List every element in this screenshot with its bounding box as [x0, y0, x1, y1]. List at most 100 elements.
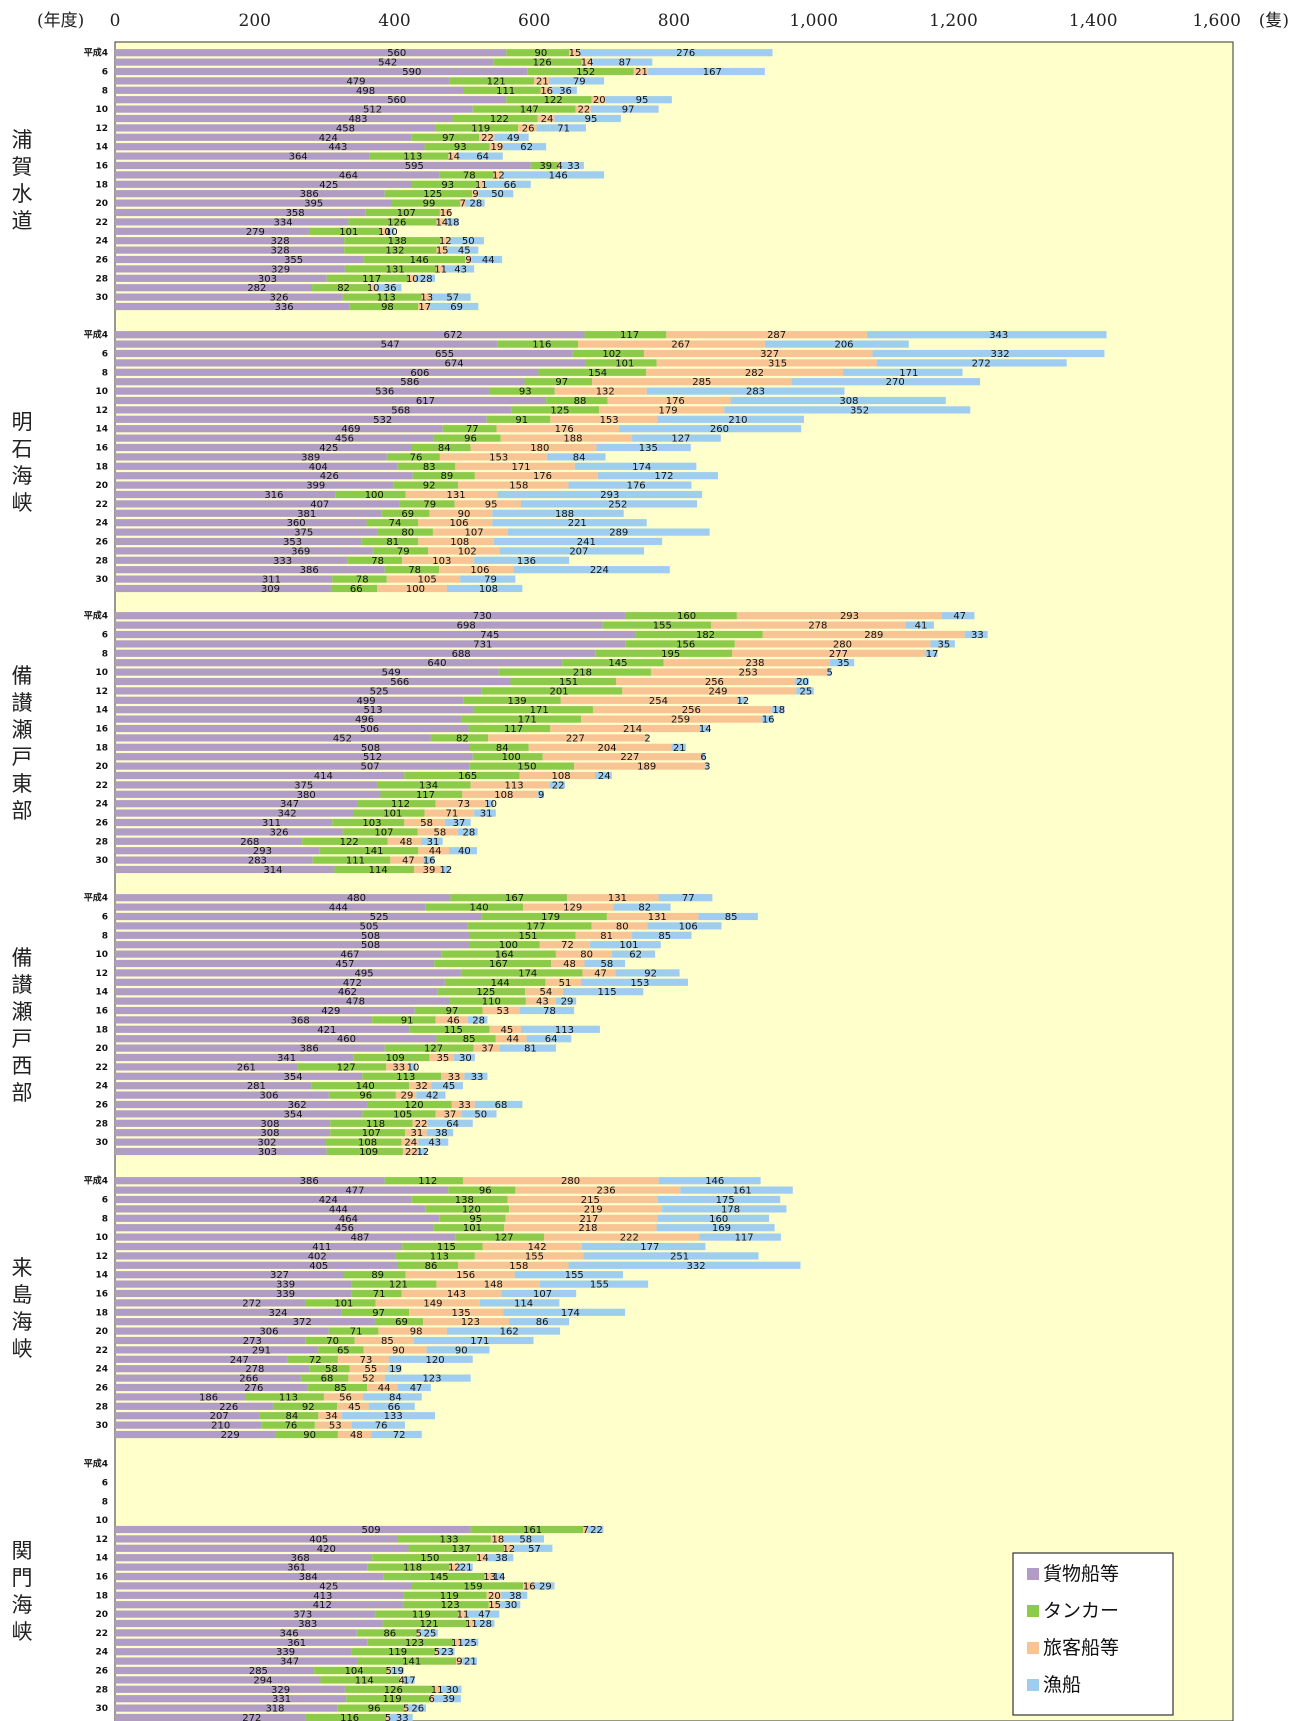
bar-segment — [432, 1685, 441, 1693]
year-label: 26 — [95, 256, 108, 266]
data-label: 425 — [319, 1581, 338, 1592]
year-label: 20 — [95, 1044, 108, 1054]
data-label: 155 — [525, 1251, 544, 1262]
data-label: 108 — [479, 584, 498, 595]
bar-segment — [115, 584, 331, 593]
data-label: 3 — [704, 762, 710, 773]
bar-segment — [876, 359, 1067, 367]
data-label: 22 — [590, 1525, 603, 1536]
bar-segment — [386, 453, 440, 461]
bar-segment — [476, 1554, 487, 1562]
bar-segment — [592, 378, 792, 386]
year-label: 8 — [102, 931, 108, 941]
bar-segment — [435, 1648, 439, 1656]
data-label: 386 — [300, 1176, 319, 1187]
data-label: 306 — [259, 1091, 278, 1102]
data-label: 140 — [356, 1081, 375, 1092]
bar-segment — [489, 143, 503, 151]
data-label: 10 — [367, 283, 380, 294]
bar-segment — [115, 302, 350, 311]
bar-segment — [115, 959, 435, 968]
year-label: 28 — [95, 1685, 108, 1695]
bar-segment — [526, 1035, 572, 1043]
data-label: 133 — [440, 1534, 459, 1545]
data-label: 221 — [568, 518, 587, 529]
data-label: 169 — [712, 1223, 731, 1234]
bar-segment — [115, 406, 512, 414]
data-label: 12 — [492, 170, 505, 181]
year-label: 28 — [95, 1402, 108, 1412]
bar-segment — [534, 77, 549, 85]
bar-segment — [374, 1318, 424, 1326]
data-label: 38 — [495, 1553, 508, 1564]
bar-segment — [481, 687, 623, 695]
data-label: 146 — [549, 170, 568, 181]
bar-segment — [512, 1544, 553, 1552]
data-label: 156 — [676, 639, 695, 650]
bar-segment — [656, 359, 877, 367]
year-label: 10 — [95, 668, 108, 678]
data-label: 126 — [384, 1685, 403, 1696]
data-label: 78 — [408, 565, 421, 576]
bar-segment — [302, 837, 388, 845]
data-label: 11 — [451, 1638, 464, 1649]
data-label: 342 — [278, 809, 297, 820]
data-label: 33 — [567, 161, 580, 172]
data-label: 17 — [418, 302, 431, 313]
data-label: 272 — [972, 358, 991, 369]
bar-segment — [658, 894, 713, 902]
year-label: 18 — [95, 180, 108, 190]
year-label: 24 — [95, 1648, 108, 1658]
data-label: 276 — [676, 48, 695, 59]
bar-segment — [568, 481, 692, 489]
data-label: 119 — [412, 1610, 431, 1621]
data-label: 261 — [237, 1062, 256, 1073]
data-label: 97 — [622, 105, 635, 116]
data-label: 329 — [271, 264, 290, 275]
bar-segment — [351, 1421, 405, 1429]
data-label: 10 — [407, 1062, 420, 1073]
data-label: 21 — [464, 1657, 477, 1668]
year-label: 平成4 — [84, 610, 108, 622]
data-label: 460 — [337, 1034, 356, 1045]
bar-segment — [453, 1638, 461, 1646]
data-label: 343 — [989, 330, 1008, 341]
data-label: 308 — [839, 396, 858, 407]
data-label: 171 — [470, 1336, 489, 1347]
bar-segment — [492, 519, 647, 527]
data-label: 45 — [500, 1025, 513, 1036]
bar-segment — [312, 284, 370, 292]
data-label: 18 — [772, 705, 785, 716]
data-label: 89 — [441, 471, 454, 482]
bar-segment — [460, 969, 583, 977]
data-label: 281 — [247, 1081, 266, 1092]
year-label: 22 — [95, 1063, 108, 1073]
bar-segment — [115, 1186, 449, 1194]
data-label: 107 — [533, 1289, 552, 1300]
bar-segment — [583, 1252, 759, 1260]
data-label: 672 — [444, 330, 463, 341]
bar-segment — [736, 612, 942, 620]
year-label: 30 — [95, 856, 108, 866]
data-label: 73 — [457, 799, 470, 810]
data-label: 236 — [597, 1186, 616, 1197]
data-label: 339 — [276, 1647, 295, 1658]
bar-segment — [503, 1535, 545, 1543]
data-label: 640 — [427, 658, 446, 669]
data-label: 117 — [416, 790, 435, 801]
bar-segment — [115, 1177, 385, 1185]
bar-segment — [115, 1271, 344, 1279]
data-label: 279 — [246, 227, 265, 238]
bar-segment — [599, 406, 725, 414]
legend-box — [1012, 1552, 1174, 1716]
data-label: 238 — [745, 658, 764, 669]
bar-segment — [866, 331, 1107, 339]
data-label: 153 — [600, 415, 619, 426]
bar-segment — [574, 462, 697, 470]
bar-segment — [115, 894, 451, 902]
x-tick-label: 0 — [110, 11, 121, 31]
data-label: 92 — [644, 968, 657, 979]
bar-segment — [435, 124, 519, 132]
bar-segment — [595, 649, 732, 657]
